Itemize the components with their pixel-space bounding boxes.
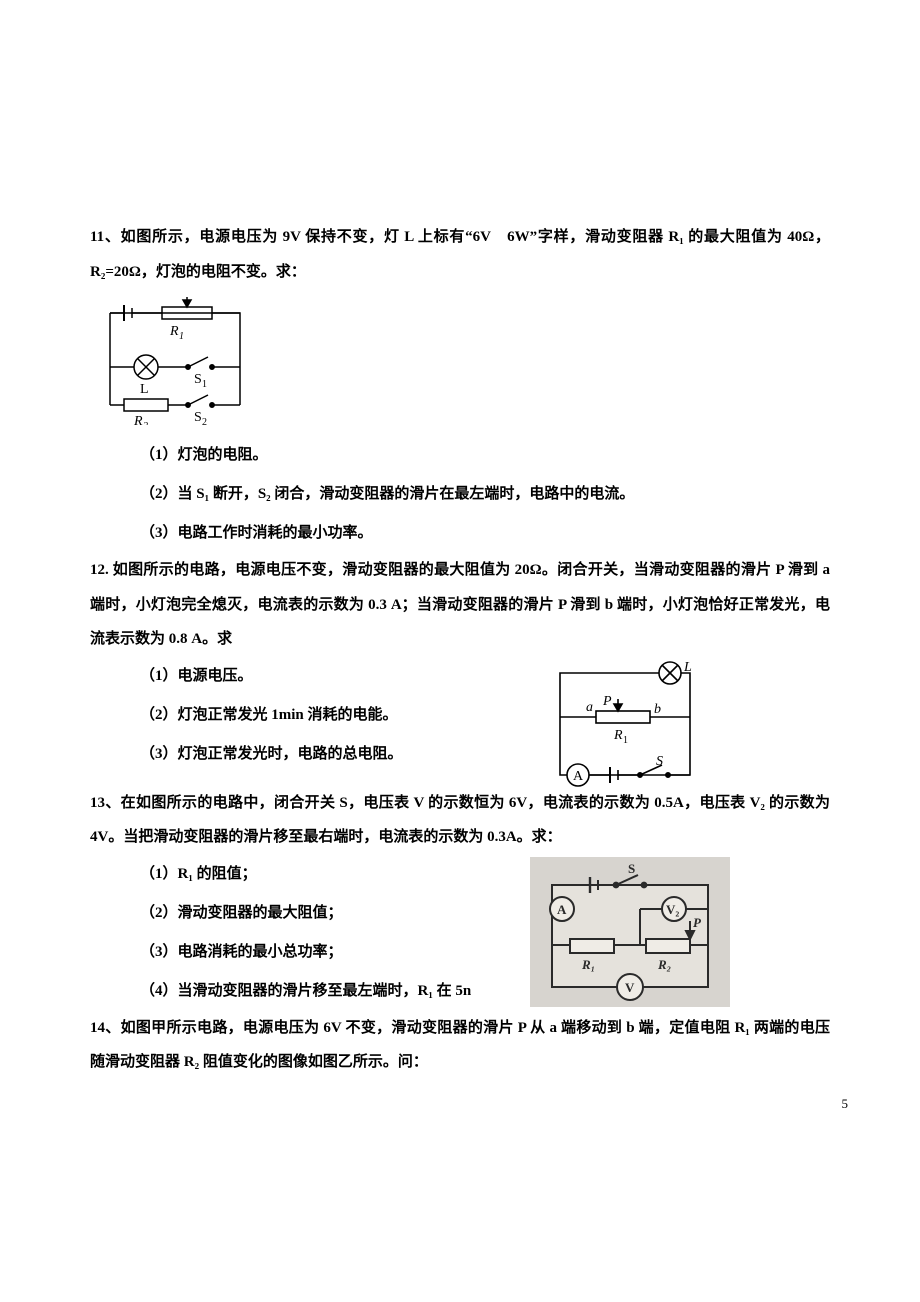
q13-label-S: S <box>628 861 635 876</box>
q12-intro: 12. 如图所示的电路，电源电压不变，滑动变阻器的最大阻值为 20Ω。闭合开关，… <box>90 553 830 657</box>
q11-part-2: （2）当 S₁ 断开，S₂ 闭合，滑动变阻器的滑片在最左端时，电路中的电流。 <box>90 475 830 514</box>
q11-label-S1: S <box>194 372 202 387</box>
page-number: 5 <box>842 1096 849 1112</box>
q13-block: （1）R₁ 的阻值； （2）滑动变阻器的最大阻值； （3）电路消耗的最小总功率；… <box>90 855 830 1011</box>
q14-intro: 14、如图甲所示电路，电源电压为 6V 不变，滑动变阻器的滑片 P 从 a 端移… <box>90 1011 830 1080</box>
q12-label-P: P <box>602 694 612 709</box>
q11-intro: 11、如图所示，电源电压为 9V 保持不变，灯 L 上标有“6V 6W”字样，滑… <box>90 220 830 289</box>
q12-part-1: （1）电源电压。 <box>90 657 500 696</box>
q13-label-V: V <box>625 980 635 995</box>
q12-part-3: （3）灯泡正常发光时，电路的总电阻。 <box>90 735 500 774</box>
q13-label-R2: R₂ <box>657 957 671 972</box>
svg-text:1: 1 <box>623 735 628 746</box>
q11-label-L: L <box>140 382 149 397</box>
q11-part-3: （3）电路工作时消耗的最小功率。 <box>90 514 830 553</box>
q13-circuit-diagram: S A V₂ P R₁ R₂ V <box>530 857 730 1012</box>
q12-block: （1）电源电压。 （2）灯泡正常发光 1min 消耗的电能。 （3）灯泡正常发光… <box>90 657 830 774</box>
q13-part-3: （3）电路消耗的最小总功率； <box>90 933 500 972</box>
q13-label-V2: V₂ <box>666 902 679 917</box>
q13-label-A: A <box>557 902 567 917</box>
svg-text:2: 2 <box>202 417 207 425</box>
q12-circuit-diagram: L a P b R 1 A S <box>540 657 710 792</box>
q11-part-1: （1）灯泡的电阻。 <box>90 436 830 475</box>
q12-label-A: A <box>573 769 584 784</box>
q12-label-L: L <box>683 660 692 675</box>
q12-label-b: b <box>654 702 661 717</box>
q13-part-1: （1）R₁ 的阻值； <box>90 855 500 894</box>
q12-label-S: S <box>656 754 663 769</box>
q11-label-R1: R <box>169 324 179 339</box>
q11-circuit-diagram: R 1 L S 1 R 2 S 2 <box>90 295 830 430</box>
page: 11、如图所示，电源电压为 9V 保持不变，灯 L 上标有“6V 6W”字样，滑… <box>0 0 920 1140</box>
q13-label-R1: R₁ <box>581 957 595 972</box>
svg-text:1: 1 <box>202 379 207 390</box>
q11-label-R2: R <box>133 414 143 425</box>
q12-label-a: a <box>586 700 593 715</box>
q13-label-P: P <box>693 915 702 930</box>
q13-intro: 13、在如图所示的电路中，闭合开关 S，电压表 V 的示数恒为 6V，电流表的示… <box>90 786 830 855</box>
q11-label-S2: S <box>194 410 202 425</box>
svg-text:2: 2 <box>143 421 148 425</box>
q11-label-R1-sub: 1 <box>179 331 184 342</box>
q12-label-R1: R <box>613 728 623 743</box>
q12-part-2: （2）灯泡正常发光 1min 消耗的电能。 <box>90 696 500 735</box>
q13-part-2: （2）滑动变阻器的最大阻值； <box>90 894 500 933</box>
q13-part-4: （4）当滑动变阻器的滑片移至最左端时，R₁ 在 5n <box>90 972 560 1011</box>
